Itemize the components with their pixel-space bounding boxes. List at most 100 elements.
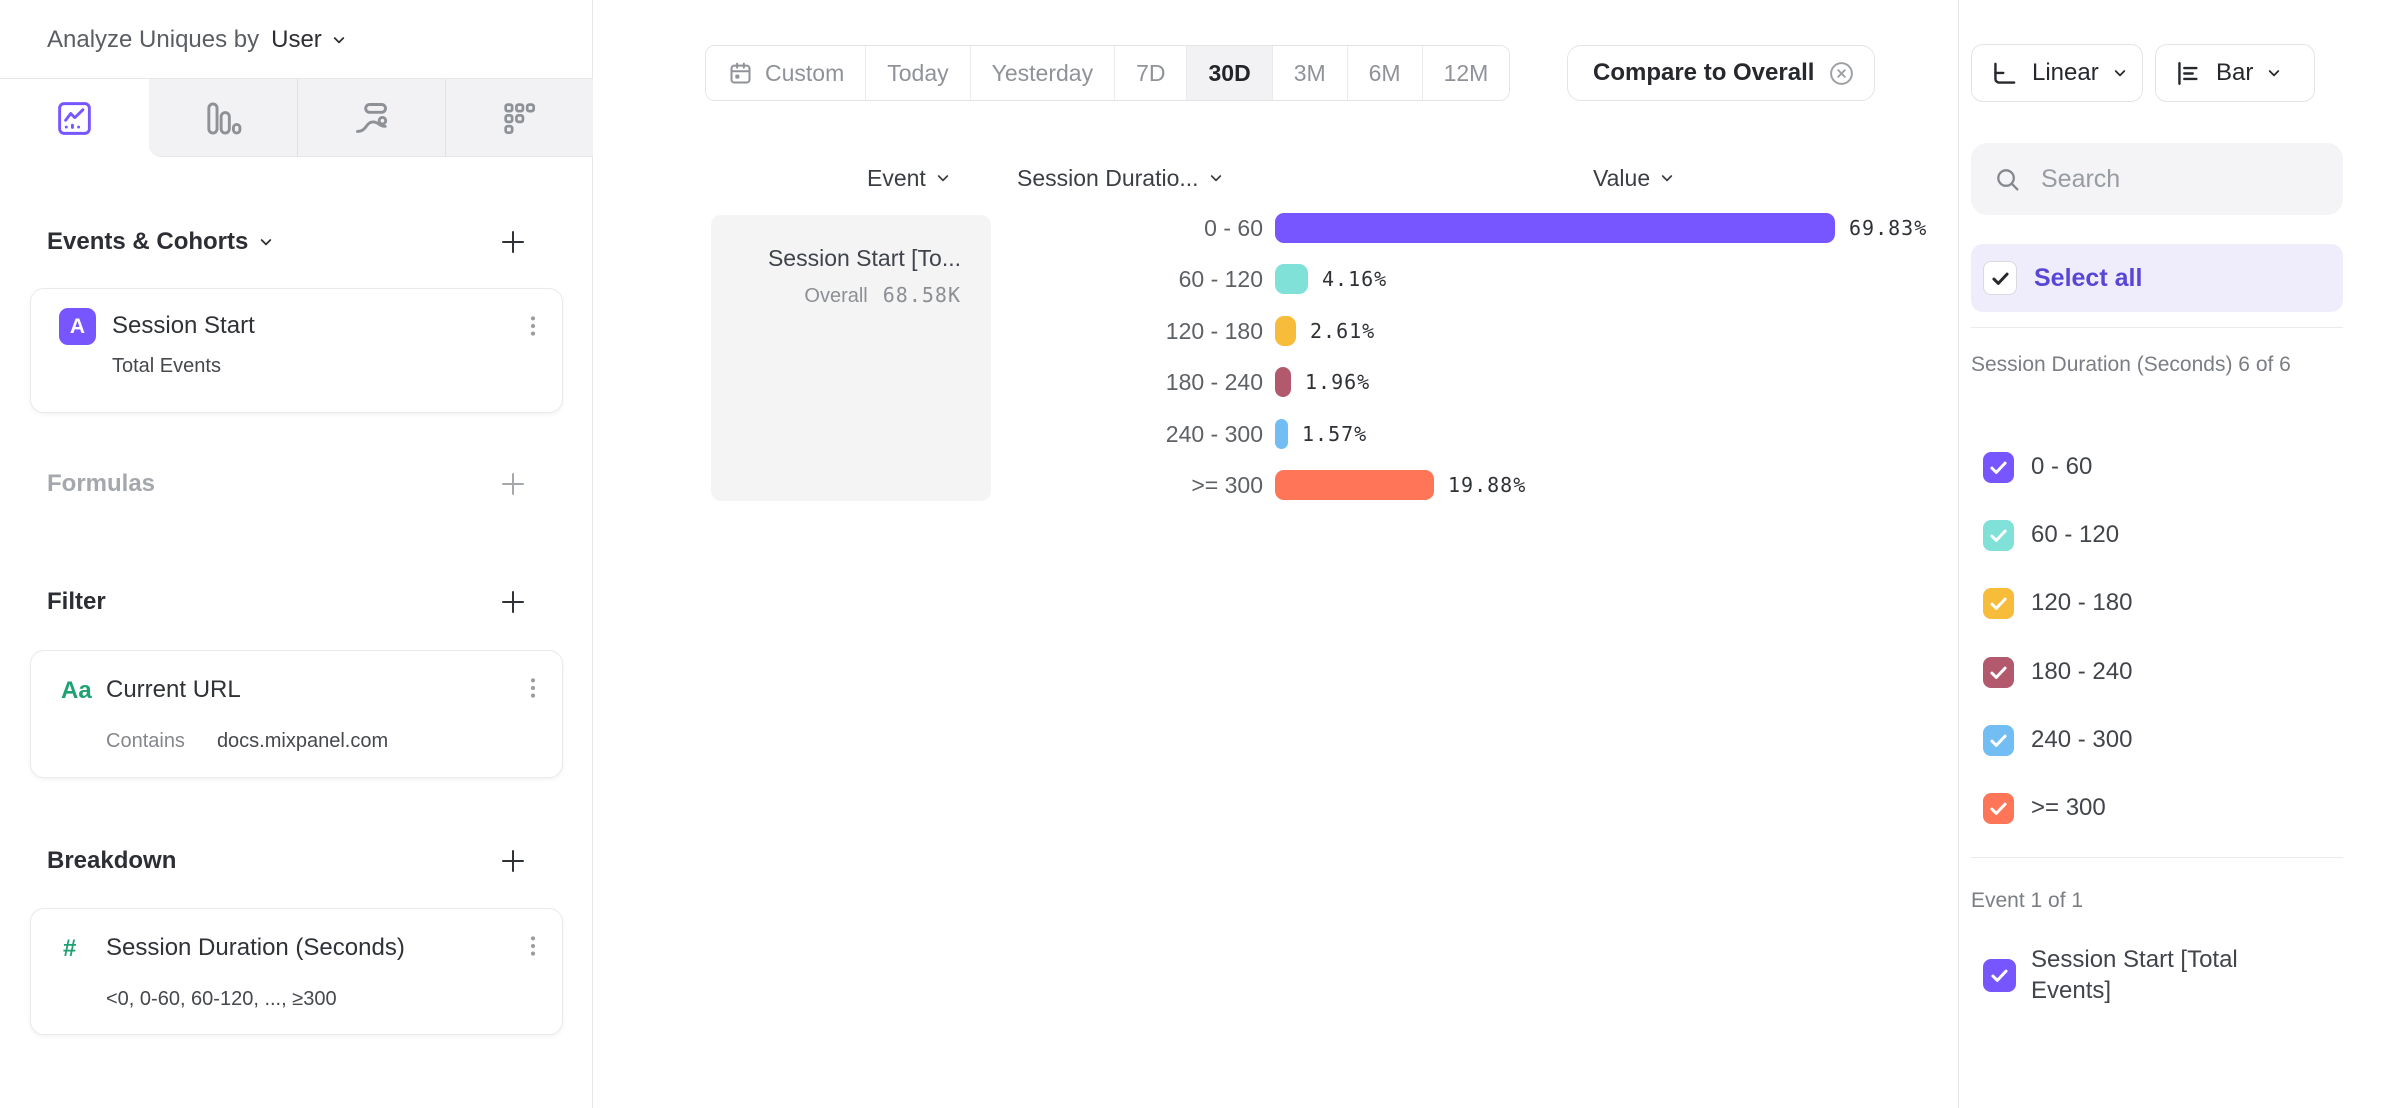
column-header-breakdown-label: Session Duratio... <box>1017 164 1199 191</box>
filter-card-condition: Contains docs.mixpanel.com <box>106 728 388 754</box>
add-filter-button[interactable] <box>497 586 529 618</box>
bar-180-240[interactable] <box>1275 367 1291 397</box>
formulas-title: Formulas <box>47 470 156 497</box>
legend-event-label: Session Start [Total Events] <box>2031 946 2238 1004</box>
breakdown-card-title: Session Duration (Seconds) <box>106 934 405 961</box>
bar-category-label-120-180: 120 - 180 <box>1165 318 1263 344</box>
chart-type-dropdown[interactable]: Bar <box>2155 44 2315 102</box>
legend-item-120-180[interactable]: 120 - 180 <box>1983 586 2132 620</box>
filter-value: docs.mixpanel.com <box>216 730 389 752</box>
analyze-by-dropdown[interactable]: User <box>271 26 347 54</box>
filter-card-current-url[interactable]: Aa Current URL Contains docs.mixpanel.com <box>30 650 563 778</box>
bar-60-120[interactable] <box>1275 264 1308 294</box>
legend-item-label: >= 300 <box>2031 794 2106 821</box>
date-range-today[interactable]: Today <box>865 46 970 100</box>
tab-flows-report[interactable] <box>296 79 446 157</box>
date-range-7d[interactable]: 7D <box>1114 46 1187 100</box>
date-range-label: 6M <box>1368 59 1401 86</box>
linear-scale-icon <box>1990 59 2019 88</box>
tab-bar-report[interactable] <box>148 79 297 157</box>
bar-0-60[interactable] <box>1275 213 1835 243</box>
filter-card-title: Current URL <box>106 676 241 703</box>
date-range-custom[interactable]: Custom <box>706 46 866 100</box>
legend-event-item[interactable]: Session Start [Total Events] <box>1983 944 2286 1006</box>
legend-item-240-300[interactable]: 240 - 300 <box>1983 723 2132 757</box>
legend-item-label: 120 - 180 <box>2031 589 2133 616</box>
flows-report-icon <box>351 98 392 139</box>
breakdown-card-session-duration[interactable]: # Session Duration (Seconds) <0, 0-60, 6… <box>30 908 563 1035</box>
event-card-subtitle: Total Events <box>112 355 221 377</box>
date-range-12m[interactable]: 12M <box>1421 46 1510 100</box>
calendar-icon <box>727 60 754 87</box>
column-header-event[interactable]: Event <box>867 163 951 193</box>
column-header-value-label: Value <box>1593 164 1651 191</box>
events-cohorts-title[interactable]: Events & Cohorts <box>47 228 274 256</box>
retention-report-icon <box>499 98 540 139</box>
column-header-breakdown[interactable]: Session Duratio... <box>1017 163 1224 193</box>
date-range-30d[interactable]: 30D <box>1186 46 1272 100</box>
event-card-session-start[interactable]: A Session Start Total Events <box>30 288 563 413</box>
panel-divider <box>1971 327 2343 328</box>
add-formula-button[interactable] <box>497 468 529 500</box>
date-range-6m[interactable]: 6M <box>1346 46 1422 100</box>
bar-value-60-120: 4.16% <box>1322 267 1388 291</box>
breakdown-card-buckets: <0, 0-60, 60-120, ..., ≥300 <box>106 988 337 1010</box>
kebab-menu-icon[interactable] <box>520 933 546 959</box>
legend-item-180-240[interactable]: 180 - 240 <box>1983 655 2132 689</box>
chart-type-dropdown-label: Bar <box>2216 59 2254 86</box>
legend-checkbox-0-60[interactable] <box>1983 451 2014 483</box>
legend-checkbox-180-240[interactable] <box>1983 656 2014 688</box>
bar-category-label-60-120: 60 - 120 <box>1178 266 1263 292</box>
legend-item-0-60[interactable]: 0 - 60 <box>1983 450 2092 484</box>
analyze-uniques-row: Analyze Uniques by User <box>47 20 347 60</box>
legend-checkbox-60-120[interactable] <box>1983 519 2014 551</box>
scale-dropdown-label: Linear <box>2032 59 2099 86</box>
tab-insights[interactable] <box>0 79 149 157</box>
tab-retention-report[interactable] <box>444 79 594 157</box>
bar-300[interactable] <box>1275 470 1434 500</box>
date-range-3m[interactable]: 3M <box>1271 46 1347 100</box>
bar-value-180-240: 1.96% <box>1305 370 1371 394</box>
bar-120-180[interactable] <box>1275 316 1296 346</box>
search-input[interactable] <box>2039 163 2293 195</box>
kebab-menu-icon[interactable] <box>520 675 546 701</box>
event-checkbox[interactable] <box>1983 958 2016 992</box>
query-builder-sidebar: Analyze Uniques by User Events & Cohorts… <box>0 0 593 1108</box>
event-card-title: Session Start <box>112 312 255 339</box>
column-header-value[interactable]: Value <box>1593 163 1675 193</box>
analyze-uniques-label: Analyze Uniques by <box>47 26 260 53</box>
legend-item-label: 240 - 300 <box>2031 726 2133 753</box>
select-all-checkbox[interactable] <box>1983 261 2017 295</box>
remove-compare-icon[interactable] <box>1827 59 1856 88</box>
legend-item-label: 60 - 120 <box>2031 521 2120 548</box>
date-range-label: Custom <box>765 59 845 86</box>
legend-item-300[interactable]: >= 300 <box>1983 791 2106 825</box>
chevron-down-icon <box>1659 170 1675 186</box>
kebab-menu-icon[interactable] <box>520 313 546 339</box>
overall-label: Overall <box>804 285 868 307</box>
bar-chart-icon <box>2174 59 2203 88</box>
legend-item-60-120[interactable]: 60 - 120 <box>1983 518 2119 552</box>
add-event-button[interactable] <box>497 226 529 258</box>
date-range-label: 3M <box>1293 59 1326 86</box>
event-group-label: Event 1 of 1 <box>1971 889 2084 912</box>
scale-dropdown[interactable]: Linear <box>1971 44 2143 102</box>
select-all-row[interactable]: Select all <box>1971 244 2343 312</box>
event-row-cell[interactable]: Session Start [To... Overall 68.58K <box>711 215 991 501</box>
legend-checkbox-240-300[interactable] <box>1983 724 2014 756</box>
legend-checkbox-120-180[interactable] <box>1983 587 2014 619</box>
bar-category-label-180-240: 180 - 240 <box>1165 369 1263 395</box>
date-range-label: Yesterday <box>991 59 1094 86</box>
date-range-yesterday[interactable]: Yesterday <box>969 46 1115 100</box>
bar-value-120-180: 2.61% <box>1310 319 1376 343</box>
breakdown-title: Breakdown <box>47 847 177 874</box>
bar-value-300: 19.88% <box>1448 473 1527 497</box>
chevron-down-icon <box>935 170 951 186</box>
date-range-label: Today <box>887 59 949 86</box>
compare-to-overall-chip[interactable]: Compare to Overall <box>1567 45 1876 101</box>
legend-checkbox-300[interactable] <box>1983 792 2014 824</box>
add-breakdown-button[interactable] <box>497 845 529 877</box>
panel-divider <box>1971 857 2343 858</box>
bar-240-300[interactable] <box>1275 419 1288 449</box>
